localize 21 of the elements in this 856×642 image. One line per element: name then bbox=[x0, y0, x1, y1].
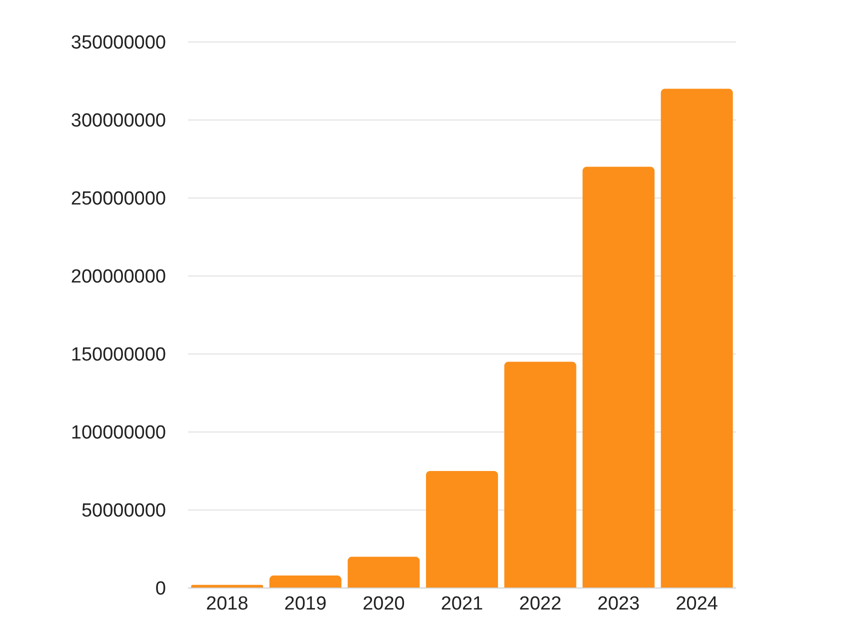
y-tick-label: 250000000 bbox=[70, 188, 166, 210]
bar bbox=[504, 362, 576, 588]
bar bbox=[582, 166, 655, 588]
bar bbox=[348, 556, 420, 588]
x-tick-label: 2018 bbox=[206, 593, 248, 614]
y-tick-label: 150000000 bbox=[70, 344, 166, 366]
x-tick-label: 2022 bbox=[519, 593, 562, 614]
bar bbox=[660, 88, 733, 588]
y-tick-label: 100000000 bbox=[70, 422, 166, 444]
y-tick-label: 0 bbox=[155, 578, 166, 600]
x-tick-label: 2023 bbox=[597, 593, 640, 614]
bar bbox=[426, 471, 498, 588]
y-tick-label: 200000000 bbox=[70, 266, 166, 288]
y-tick-label: 50000000 bbox=[81, 500, 166, 522]
x-tick-label: 2019 bbox=[284, 593, 327, 614]
y-tick-label: 300000000 bbox=[70, 110, 166, 132]
x-tick-label: 2020 bbox=[362, 593, 405, 614]
y-tick-label: 350000000 bbox=[70, 32, 166, 54]
bar bbox=[269, 576, 342, 588]
x-tick-label: 2024 bbox=[676, 593, 718, 614]
x-tick-label: 2021 bbox=[440, 593, 484, 614]
